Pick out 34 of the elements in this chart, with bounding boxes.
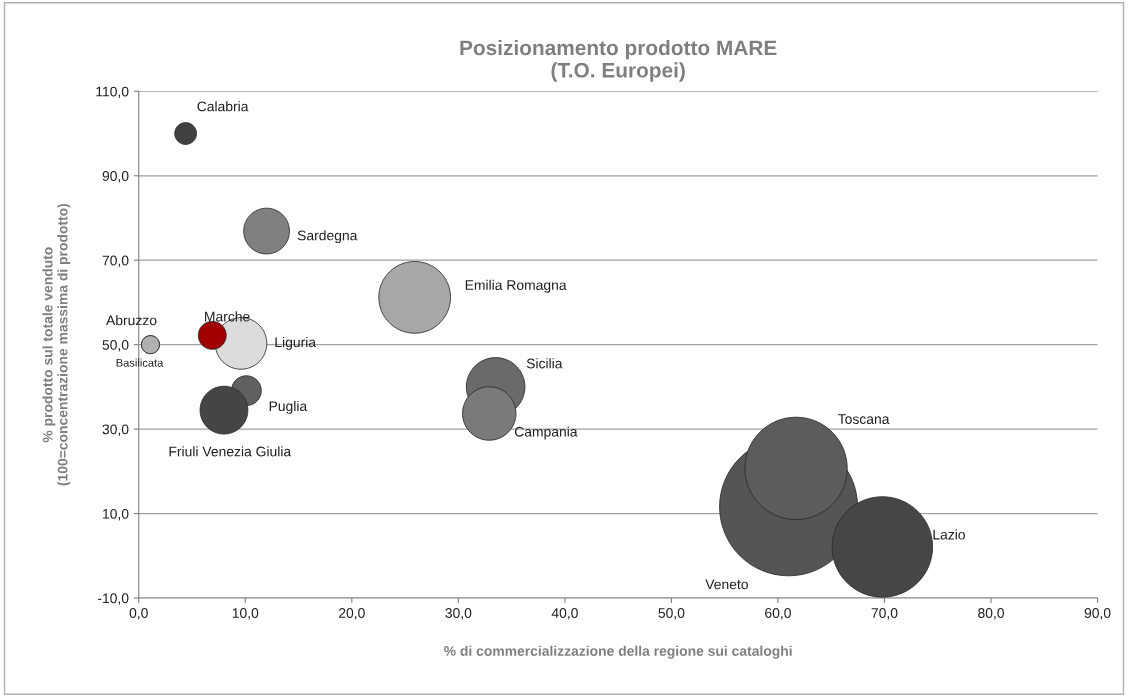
x-tick-label: 0,0 <box>129 608 148 620</box>
series-label: Calabria <box>197 101 249 112</box>
x-axis-title: % di commercializzazione della regione sui cataloghi <box>444 645 792 659</box>
x-tick-label: 60,0 <box>765 608 791 620</box>
series-label: Sicilia <box>526 358 563 369</box>
y-tick-label: 90,0 <box>102 171 129 183</box>
y-tick-label: 50,0 <box>102 340 129 352</box>
series-label: Emilia Romagna <box>465 279 567 293</box>
series-label: Basilicata <box>116 358 164 367</box>
y-tick-label: 110,0 <box>96 86 129 99</box>
series-label: Marche <box>205 311 250 322</box>
chart-title: Posizionamento prodotto MARE (T.O. Europei) <box>460 39 777 82</box>
series-label: Veneto <box>705 579 748 590</box>
x-tick-label: 50,0 <box>658 608 685 620</box>
x-tick-label: 20,0 <box>338 608 365 620</box>
y-tick-label: 70,0 <box>102 255 129 268</box>
series-label: Puglia <box>269 400 308 414</box>
y-tick-label: 10,0 <box>103 508 129 521</box>
series-label: Liguria <box>275 336 317 350</box>
series-label: Toscana <box>838 414 890 424</box>
series-label: Friuli Venezia Giulia <box>169 446 292 457</box>
series-label: Campania <box>514 426 578 440</box>
x-tick-label: 80,0 <box>978 608 1004 620</box>
x-tick-label: 10,0 <box>232 608 259 620</box>
series-label: Sardegna <box>297 230 358 244</box>
y-tick-label: 30,0 <box>102 424 129 436</box>
y-axis-title: % prodotto sul totale venduto (100=concentrazione massima di prodotto) <box>42 203 71 486</box>
x-tick-label: 90,0 <box>1084 608 1111 620</box>
x-tick-label: 70,0 <box>871 608 898 620</box>
series-label: Lazio <box>933 529 965 540</box>
x-tick-label: 30,0 <box>445 608 472 620</box>
y-tick-label: -10,0 <box>97 593 129 605</box>
series-label: Abruzzo <box>106 315 157 326</box>
x-tick-label: 40,0 <box>551 608 578 620</box>
